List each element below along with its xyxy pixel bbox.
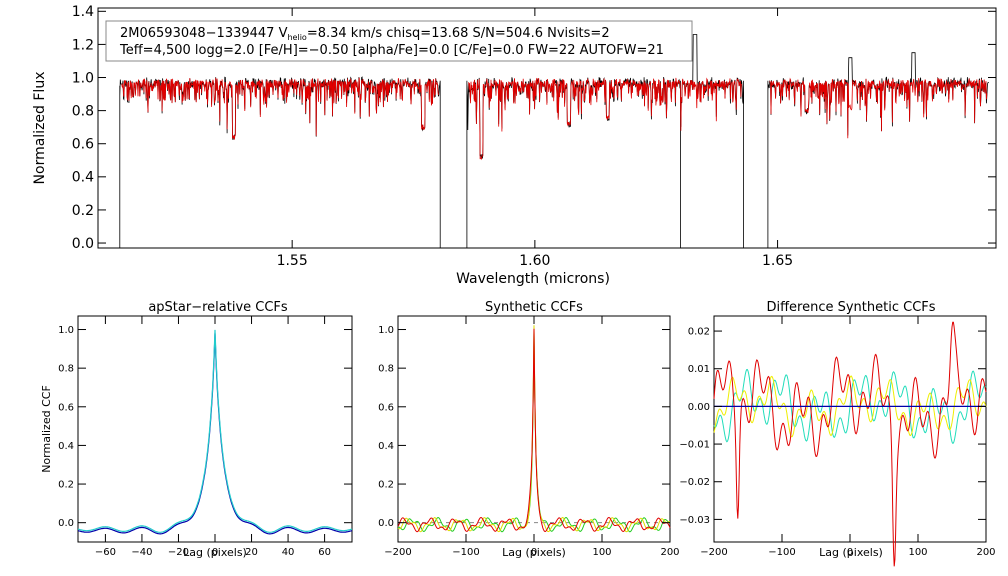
ccf1-x-tick-label: −40	[131, 547, 152, 558]
ccf2-x-tick-label: −100	[452, 547, 479, 558]
ccf1-y-tick-label: 0.4	[58, 441, 74, 452]
spectrum-y-tick-label: 0.2	[72, 203, 94, 219]
spectrum-x-tick-label: 1.65	[762, 253, 793, 269]
ccf3-y-tick-label: −0.02	[679, 477, 710, 488]
spectrum-y-axis-label: Normalized Flux	[32, 72, 48, 185]
ccf2-x-tick-label: 200	[660, 547, 679, 558]
ccf2-y-tick-label: 1.0	[378, 325, 394, 336]
info-line-1: 2M06593048−1339447 Vhelio=8.34 km/s chis…	[120, 26, 610, 42]
ccf3-x-tick-label: 0	[847, 547, 853, 558]
ccf1-x-tick-label: −60	[95, 547, 116, 558]
ccf3-x-axis-label: Lag (pixels)	[819, 546, 883, 559]
ccf3-x-tick-label: −100	[768, 547, 795, 558]
ccf2-series-line	[397, 328, 671, 533]
ccf3-series-line	[713, 375, 987, 438]
ccf2-x-tick-label: −200	[384, 547, 411, 558]
ccf1-y-tick-label: 0.2	[58, 480, 74, 491]
ccf3-y-tick-label: −0.03	[679, 515, 710, 526]
ccf1-y-tick-label: 0.0	[58, 518, 74, 529]
spectrum-y-tick-label: 1.0	[72, 70, 94, 86]
ccf1-series-line	[77, 333, 353, 535]
ccf1-title: apStar−relative CCFs	[148, 300, 288, 315]
spectrum-y-tick-label: 0.8	[72, 104, 94, 120]
ccf2-series-group	[397, 325, 671, 533]
ccf1-series-group	[77, 329, 353, 535]
spectrum-info-box	[105, 20, 693, 62]
ccf3-frame	[713, 315, 987, 543]
ccf1-x-tick-label: 40	[282, 547, 295, 558]
spectrum-axes: 1.55 1.60 1.65 0.0 0.2 0.4 0.6 0.8 1.0 1.2 1.4	[72, 4, 996, 269]
ccf1-series-line	[77, 329, 353, 533]
ccf3-y-tick-label: 0.01	[688, 364, 710, 375]
ccf3-x-tick-label: −200	[700, 547, 727, 558]
ccf1-frame	[77, 315, 353, 543]
ccf3-series-line	[713, 321, 987, 567]
ccf3-series-group	[713, 321, 987, 567]
ccf1-y-tick-label: 1.0	[58, 325, 74, 336]
ccf3-y-tick-label: 0.02	[688, 327, 710, 338]
observed-spectrum-line	[119, 34, 990, 248]
spectrum-panel: 1.55 1.60 1.65 0.0 0.2 0.4 0.6 0.8 1.0 1.2 1.4 2M0…	[32, 4, 997, 287]
ccf2-x-tick-label: 100	[592, 547, 611, 558]
ccf-panel-difference: Difference Synthetic CCFs −200 −100 0 100 20…	[679, 300, 996, 567]
ccf2-y-tick-label: 0.0	[378, 518, 394, 529]
ccf2-y-tick-label: 0.6	[378, 402, 394, 413]
ccf3-axes: −200 −100 0 100 200 −0.03 −0.02 −0.01 0.00 0.01 0.…	[679, 316, 996, 558]
info-line-2: Teff=4,500 logg=2.0 [Fe/H]=−0.50 [alpha/…	[119, 43, 664, 58]
ccf1-y-axis-label: Normalized CCF	[40, 385, 53, 473]
spectrum-y-tick-label: 0.4	[72, 170, 94, 186]
ccf1-axes: −60 −40 −20 0 20 40 60 0.0 0.2 0.4 0.6 0.8 1.0	[58, 316, 352, 558]
spectrum-x-axis-label: Wavelength (microns)	[456, 271, 610, 287]
spectrum-y-tick-label: 0.6	[72, 137, 94, 153]
ccf3-x-tick-label: 200	[976, 547, 995, 558]
ccf2-title: Synthetic CCFs	[485, 300, 583, 315]
model-spectrum-line	[121, 77, 988, 161]
spectrum-y-tick-label: 0.0	[72, 236, 94, 252]
ccf1-x-tick-label: 60	[318, 547, 331, 558]
ccf1-x-tick-label: 20	[245, 547, 258, 558]
ccf1-y-tick-label: 0.6	[58, 402, 74, 413]
ccf1-x-axis-label: Lag (pixels)	[183, 546, 247, 559]
ccf1-x-tick-label: −20	[168, 547, 189, 558]
ccf2-y-tick-label: 0.8	[378, 364, 394, 375]
ccf2-x-tick-label: 0	[531, 547, 537, 558]
ccf1-x-tick-label: 0	[212, 547, 218, 558]
spectrum-x-tick-label: 1.60	[519, 253, 550, 269]
ccf2-y-tick-label: 0.2	[378, 480, 394, 491]
ccf-panel-synthetic: Synthetic CCFs −200 −100 0 100 200 0.0 0.2 0.4 0…	[378, 300, 679, 559]
ccf2-axes: −200 −100 0 100 200 0.0 0.2 0.4 0.6 0.8 1.0	[378, 316, 680, 558]
ccf3-x-tick-label: 100	[908, 547, 927, 558]
spectrum-y-tick-label: 1.4	[72, 4, 94, 20]
spectrum-x-tick-label: 1.55	[277, 253, 308, 269]
ccf3-title: Difference Synthetic CCFs	[766, 300, 935, 315]
ccf2-x-axis-label: Lag (pixels)	[502, 546, 566, 559]
spectrum-frame	[97, 7, 997, 249]
ccf1-y-tick-label: 0.8	[58, 364, 74, 375]
ccf3-y-tick-label: 0.00	[688, 402, 710, 413]
spectrum-y-tick-label: 1.2	[72, 37, 94, 53]
ccf3-y-tick-label: −0.01	[679, 440, 710, 451]
ccf-panel-apstar: apStar−relative CCFs −60 −40 −20 0 20 40 60 0.0…	[40, 300, 353, 559]
ccf2-y-tick-label: 0.4	[378, 441, 394, 452]
